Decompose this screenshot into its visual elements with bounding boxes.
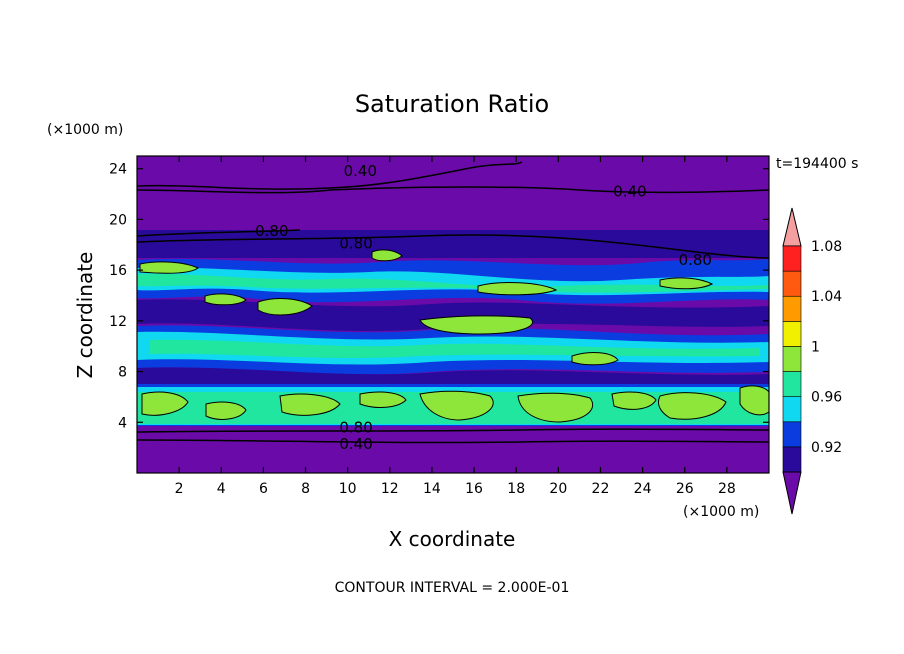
x-axis-ticks: 2 4 6 8 10 12 14 16 18 20 22 24 26 28: [175, 156, 736, 497]
time-label: t=194400 s: [776, 156, 858, 172]
x-tick-label: 24: [634, 481, 652, 497]
x-tick-label: 4: [217, 481, 226, 497]
y-axis-label: Z coordinate: [73, 252, 97, 379]
colorbar: 0.92 0.96 1 1.04 1.08: [782, 207, 842, 515]
colorbar-level-label: 1.04: [811, 289, 842, 305]
contour-interval-footer: CONTOUR INTERVAL = 2.000E-01: [335, 580, 570, 596]
x-tick-label: 12: [381, 481, 399, 497]
colorbar-level-label: 0.92: [811, 440, 842, 456]
y-tick-label: 16: [109, 263, 127, 279]
x-axis-label: X coordinate: [389, 527, 516, 551]
x-tick-label: 20: [549, 481, 567, 497]
contour-label: 0.40: [613, 183, 646, 201]
y-axis-ticks: 4 8 12 16 20 24: [109, 162, 769, 431]
upper-green-band: [137, 273, 769, 293]
plot-frame: [136, 155, 770, 474]
chart-title: Saturation Ratio: [355, 90, 549, 118]
x-tick-label: 10: [339, 481, 357, 497]
mid-green-band: [150, 339, 760, 358]
x-tick-label: 28: [718, 481, 736, 497]
contour-label: 0.80: [679, 251, 712, 269]
y-unit-label: (×1000 m): [47, 122, 123, 138]
colorbar-segment: [782, 421, 802, 448]
upper-layer-band: [137, 230, 769, 258]
x-tick-label: 2: [175, 481, 184, 497]
contour-label: 0.80: [255, 222, 288, 240]
colorbar-segment: [782, 295, 802, 322]
x-tick-label: 14: [423, 481, 441, 497]
contour-plot-area: [137, 156, 769, 473]
x-tick-label: 26: [676, 481, 694, 497]
colorbar-bottom-arrow: [782, 471, 802, 515]
x-tick-label: 18: [507, 481, 525, 497]
colorbar-segment: [782, 446, 802, 473]
contour-lines: [137, 161, 769, 444]
colorbar-level-label: 1.08: [811, 239, 842, 255]
colorbar-segment: [782, 321, 802, 347]
x-tick-label: 6: [259, 481, 268, 497]
x-unit-label: (×1000 m): [683, 504, 759, 520]
y-tick-label: 12: [109, 314, 127, 330]
colorbar-level-label: 1: [811, 339, 820, 355]
x-tick-label: 8: [301, 481, 310, 497]
contour-label: 0.80: [339, 234, 372, 252]
colorbar-top-arrow: [782, 207, 802, 247]
colorbar-level-label: 0.96: [811, 390, 842, 406]
y-tick-label: 8: [118, 365, 127, 381]
x-tick-label: 22: [592, 481, 610, 497]
contour-label: 0.40: [339, 435, 372, 453]
colorbar-segment: [782, 396, 802, 423]
y-tick-label: 20: [109, 212, 127, 228]
colorbar-segment: [782, 346, 802, 372]
y-tick-label: 4: [118, 415, 127, 431]
contour-label: 0.40: [344, 162, 377, 180]
contour-label: 0.80: [339, 418, 372, 436]
y-tick-label: 24: [109, 162, 127, 178]
supersaturated-patches: [139, 249, 769, 423]
colorbar-segment: [782, 371, 802, 397]
lower-dry-layer: [137, 367, 769, 389]
contour-label-layer: 0.400.400.800.800.800.800.40: [255, 162, 712, 453]
colorbar-segment: [782, 245, 802, 272]
colorbar-segment: [782, 270, 802, 297]
x-tick-label: 16: [465, 481, 483, 497]
surface-dry-layer: [137, 426, 769, 473]
